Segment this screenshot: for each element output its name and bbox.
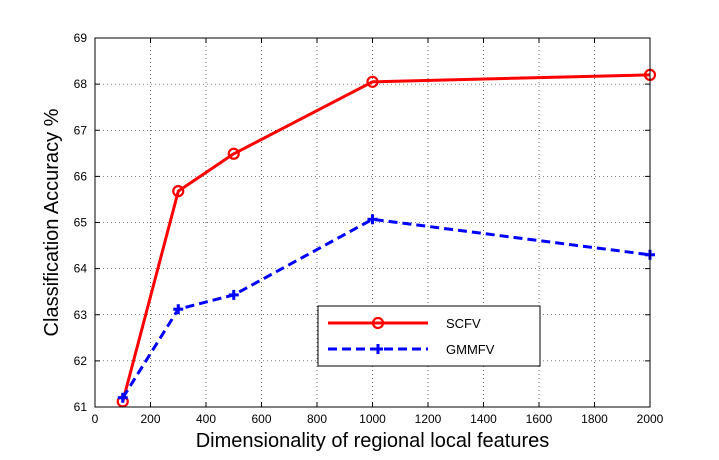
x-tick-label: 1800: [581, 412, 608, 426]
x-tick-label: 1000: [359, 412, 386, 426]
legend: SCFV GMMFV: [317, 305, 541, 367]
x-tick-label: 2000: [637, 412, 664, 426]
grid-lines: [95, 38, 650, 407]
gmmfv-point: [367, 214, 378, 225]
y-tick-label: 64: [74, 262, 88, 276]
scfv-point: [172, 185, 185, 198]
legend-marker-gmmfv: [373, 344, 383, 354]
x-axis-title: Dimensionality of regional local feature…: [196, 430, 550, 452]
gmmfv-point: [117, 392, 128, 403]
x-tick-label: 0: [92, 412, 99, 426]
x-tick-label: 600: [251, 412, 271, 426]
legend-label-gmmfv: GMMFV: [446, 342, 495, 357]
scfv-point: [366, 75, 379, 88]
scfv-line: [121, 73, 651, 402]
x-tick-label: 400: [196, 412, 216, 426]
legend-marker-scfv: [371, 316, 385, 330]
gmmfv-point: [173, 304, 184, 315]
y-tick-label: 69: [74, 31, 88, 45]
x-tick-label: 1200: [415, 412, 442, 426]
y-tick-label: 63: [74, 308, 88, 322]
y-tick-label: 62: [74, 354, 88, 368]
x-tick-label: 1400: [470, 412, 497, 426]
x-tick-label: 1600: [526, 412, 553, 426]
y-tick-label: 61: [74, 400, 88, 414]
scfv-point: [227, 147, 240, 160]
legend-label-scfv: SCFV: [446, 316, 481, 331]
gmmfv-point: [228, 289, 239, 300]
y-axis-title: Classification Accuracy %: [41, 108, 63, 336]
y-tick-label: 66: [74, 169, 88, 183]
y-tick-label: 65: [74, 216, 88, 230]
y-tick-label: 68: [74, 77, 88, 91]
y-tick-label: 67: [74, 123, 88, 137]
axis-ticks: 0 200 400 600 800 1000 1200 1400 1600 1800 2000 61 6…: [74, 31, 664, 426]
legend-box: [317, 305, 541, 367]
x-tick-label: 200: [140, 412, 160, 426]
x-tick-label: 800: [307, 412, 327, 426]
